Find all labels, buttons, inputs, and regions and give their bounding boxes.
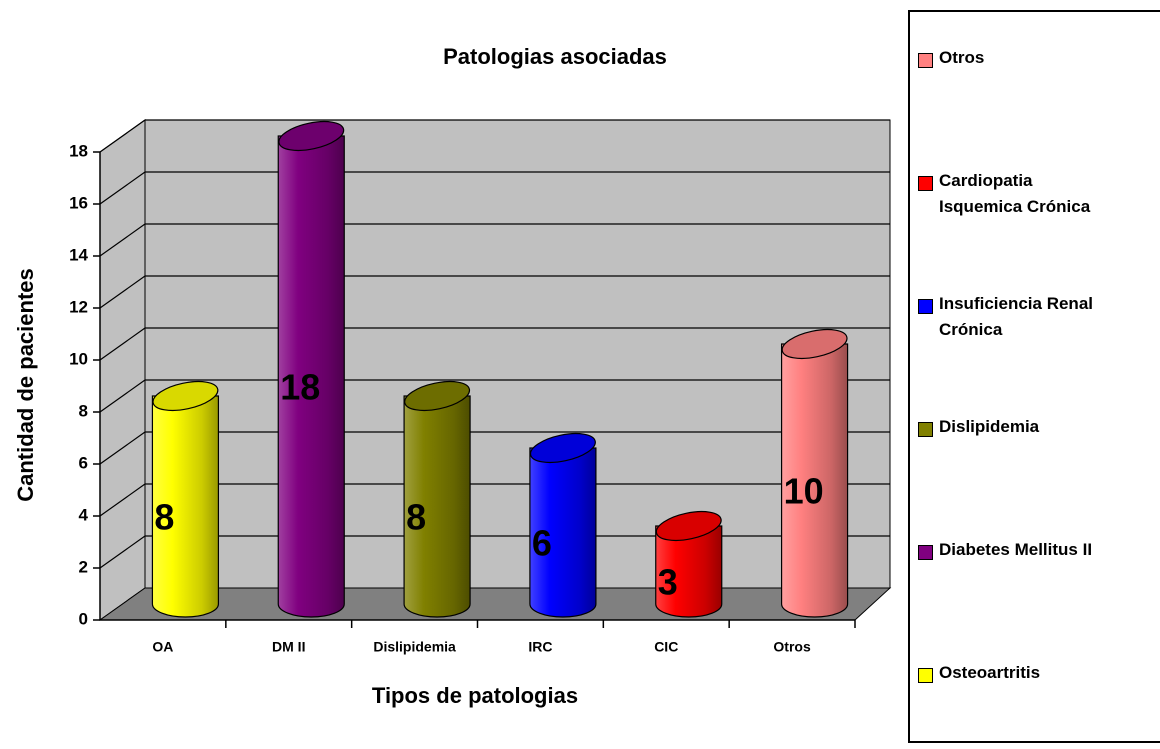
legend-label: Osteoartritis [939, 663, 1041, 682]
cylinder-top [655, 510, 722, 542]
legend: Osteoartritis Diabetes Mellitus II Dislipi… [908, 10, 1160, 743]
legend-swatch [918, 545, 933, 560]
x-tick-label: DM II [272, 639, 305, 655]
y-tick-label: 4 [79, 505, 89, 524]
grid-line [99, 483, 146, 517]
legend-label: Otros [939, 48, 985, 67]
cylinder-body [403, 395, 471, 618]
x-tick-label: OA [152, 639, 173, 655]
cylinder-body [151, 395, 220, 618]
cylinder-top [529, 432, 596, 464]
cylinder [277, 120, 345, 618]
back-wall [144, 119, 891, 589]
cylinder-body [655, 525, 723, 618]
x-tick-label: Dislipidemia [373, 639, 456, 655]
grid-line [99, 119, 146, 153]
y-tick-label: 6 [79, 453, 88, 472]
legend-swatch [918, 422, 933, 437]
value-label: 10 [784, 471, 824, 512]
grid-line [99, 171, 146, 205]
grid-line [99, 535, 146, 569]
cylinder-top [278, 120, 345, 152]
cylinder-top [152, 380, 219, 412]
cylinder-body [277, 135, 345, 618]
legend-entry: Cardiopatia Isquemica Crónica [918, 171, 1104, 220]
cylinder-body [529, 447, 597, 618]
legend-entry: Dislipidemia [918, 417, 1104, 440]
legend-entry: Insuficiencia Renal Crónica [918, 294, 1104, 343]
x-tick-label: CIC [654, 639, 678, 655]
grid-line [99, 327, 146, 361]
y-tick-label: 0 [79, 609, 88, 628]
grid-line [99, 223, 146, 257]
grid-line [99, 275, 146, 309]
legend-label: Dislipidemia [939, 417, 1040, 436]
legend-label: Cardiopatia Isquemica Crónica [939, 171, 1091, 216]
legend-entry: Diabetes Mellitus II [918, 540, 1104, 563]
value-label: 18 [280, 367, 320, 408]
y-tick-label: 14 [69, 245, 88, 264]
grid-line [99, 431, 146, 465]
y-tick-label: 16 [69, 193, 88, 212]
grid-line [99, 379, 146, 413]
y-tick-label: 12 [69, 297, 88, 316]
x-axis-title: Tipos de patologias [372, 683, 578, 708]
legend-label: Insuficiencia Renal Crónica [939, 294, 1093, 339]
value-label: 8 [406, 497, 426, 538]
cylinder [151, 380, 220, 618]
value-label: 8 [154, 497, 174, 538]
legend-entry: Osteoartritis [918, 663, 1104, 686]
cylinder [529, 432, 597, 618]
cylinder [655, 510, 723, 618]
y-axis-title: Cantidad de pacientes [13, 268, 38, 502]
legend-label: Diabetes Mellitus II [939, 540, 1093, 559]
y-tick-label: 2 [79, 557, 88, 576]
x-tick-label: Otros [773, 639, 811, 655]
chart: Patologias asociadas Tipos de patologias… [13, 44, 892, 708]
legend-swatch [918, 299, 933, 314]
legend-swatch [918, 668, 933, 683]
cylinder-top [404, 380, 471, 412]
legend-swatch [918, 53, 933, 68]
y-tick-label: 18 [69, 141, 88, 160]
legend-entry: Otros [918, 48, 1104, 71]
cylinder-top [781, 328, 848, 360]
cylinder-body [780, 343, 849, 618]
value-label: 6 [532, 523, 552, 564]
cylinder [403, 380, 471, 618]
cylinder [780, 328, 849, 618]
y-tick-label: 8 [79, 401, 88, 420]
chart-title: Patologias asociadas [443, 44, 667, 69]
value-label: 3 [658, 562, 678, 603]
side-wall [99, 119, 146, 621]
x-tick-label: IRC [528, 639, 552, 655]
y-tick-label: 10 [69, 349, 88, 368]
legend-swatch [918, 176, 933, 191]
